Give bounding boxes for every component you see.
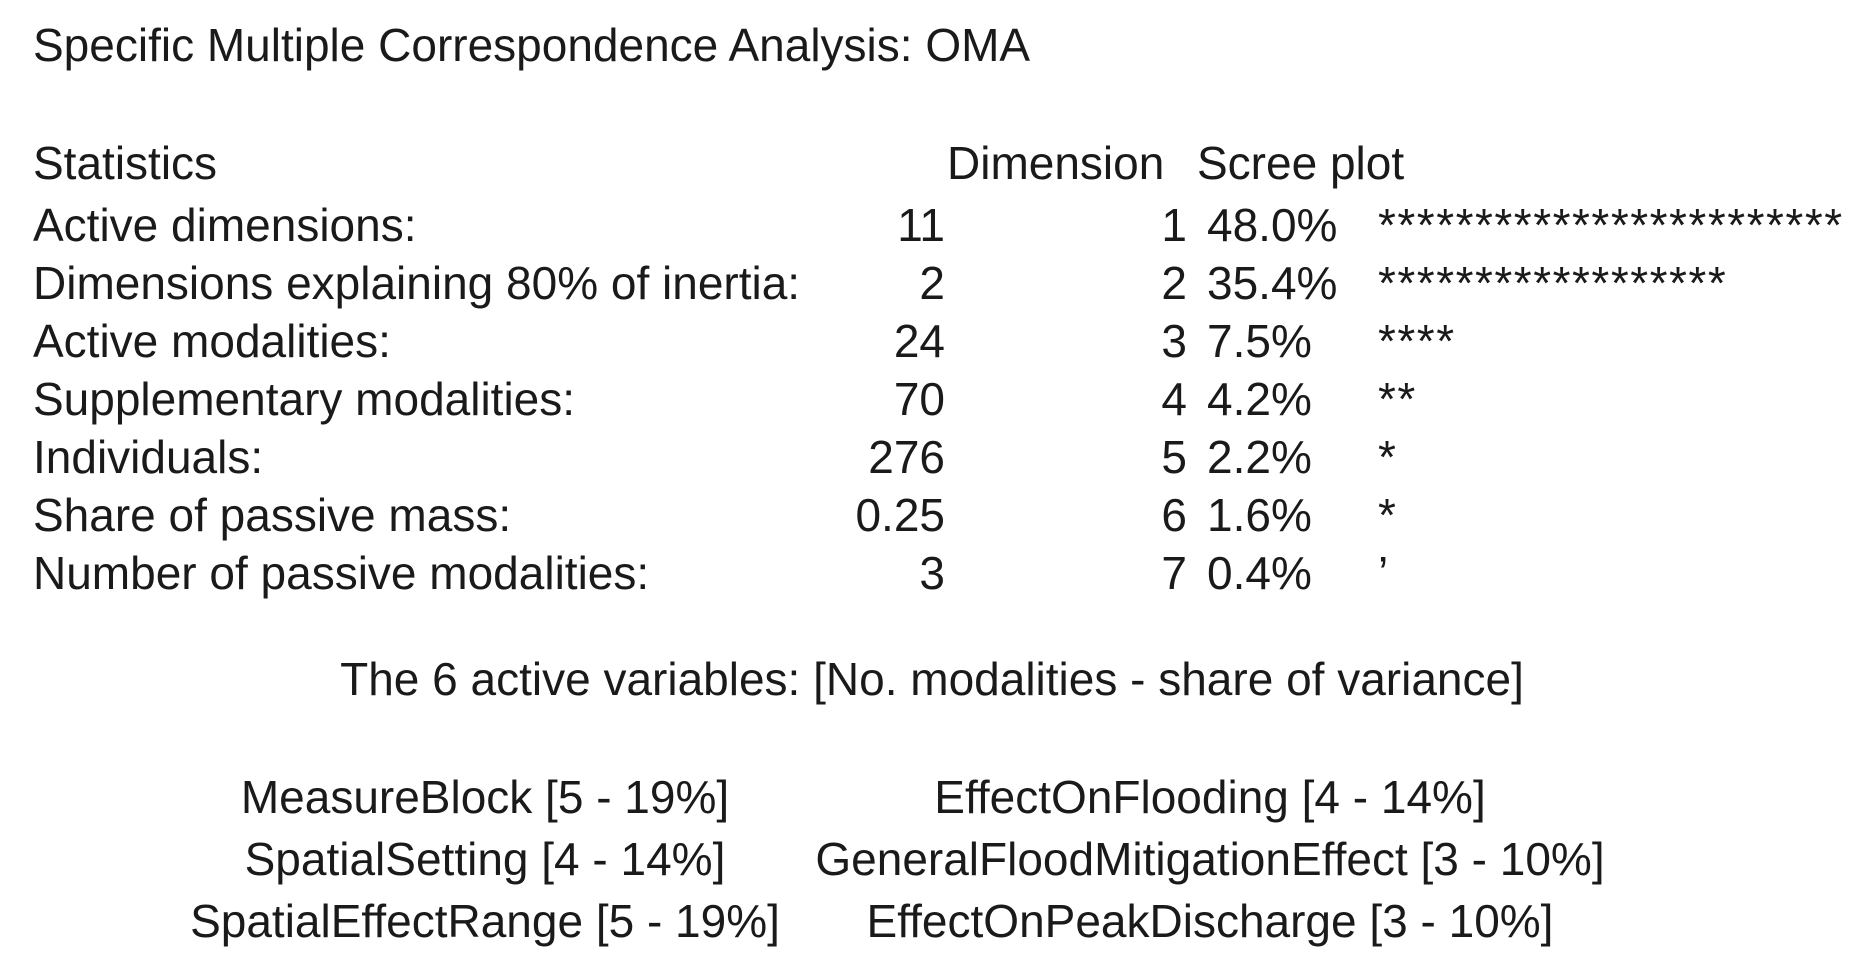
scree-plot-table: 1 48.0% ************************ 2 35.4%… — [1040, 196, 1844, 602]
variable-row: SpatialEffectRange [5 - 19%] EffectOnPea… — [160, 890, 1610, 952]
scree-row: 4 4.2% ** — [1040, 370, 1844, 428]
scree-row: 6 1.6% * — [1040, 486, 1844, 544]
stat-row: Active dimensions: 11 — [33, 196, 945, 254]
variable-row: MeasureBlock [5 - 19%] EffectOnFlooding … — [160, 766, 1610, 828]
active-variables-table: MeasureBlock [5 - 19%] EffectOnFlooding … — [160, 766, 1610, 952]
scree-bar-stars: * — [1378, 489, 1398, 541]
variable-cell: EffectOnFlooding [4 - 14%] — [934, 771, 1486, 823]
stat-label: Dimensions explaining 80% of inertia: — [33, 257, 801, 309]
stat-label: Supplementary modalities: — [33, 373, 576, 425]
scree-row: 2 35.4% ****************** — [1040, 254, 1844, 312]
variable-cell: GeneralFloodMitigationEffect [3 - 10%] — [815, 833, 1605, 885]
dimension-percent: 4.2% — [1207, 373, 1312, 425]
dimension-percent: 1.6% — [1207, 489, 1312, 541]
dimension-percent: 0.4% — [1207, 547, 1312, 599]
stat-row: Supplementary modalities: 70 — [33, 370, 945, 428]
variable-cell: MeasureBlock [5 - 19%] — [240, 771, 730, 823]
stat-row: Number of passive modalities: 3 — [33, 544, 945, 602]
scree-row: 7 0.4% ’ — [1040, 544, 1844, 602]
stat-row: Dimensions explaining 80% of inertia: 2 — [33, 254, 945, 312]
variable-cell: SpatialEffectRange [5 - 19%] — [190, 895, 780, 947]
dimension-number: 7 — [1161, 547, 1187, 599]
scree-row: 5 2.2% * — [1040, 428, 1844, 486]
scree-plot-column-header: Scree plot — [1197, 137, 1405, 189]
scree-bar-stars: ** — [1378, 373, 1417, 425]
stat-row: Active modalities: 24 — [33, 312, 945, 370]
dimension-number: 3 — [1161, 315, 1187, 367]
dimension-column-header: Dimension — [947, 137, 1165, 189]
dimension-percent: 48.0% — [1207, 199, 1338, 251]
variable-row: SpatialSetting [4 - 14%] GeneralFloodMit… — [160, 828, 1610, 890]
stat-value: 24 — [893, 315, 945, 367]
stat-label: Individuals: — [33, 431, 264, 483]
stat-value: 70 — [893, 373, 945, 425]
stat-row: Share of passive mass: 0.25 — [33, 486, 945, 544]
dimension-percent: 35.4% — [1207, 257, 1338, 309]
stat-value: 2 — [919, 257, 945, 309]
stat-value: 276 — [868, 431, 945, 483]
stat-value: 0.25 — [855, 489, 945, 541]
statistics-header: Statistics — [33, 137, 218, 189]
scree-bar-stars: ************************ — [1378, 199, 1844, 251]
stat-label: Active modalities: — [33, 315, 391, 367]
variable-cell: EffectOnPeakDischarge [3 - 10%] — [866, 895, 1554, 947]
scree-bar-stars: **** — [1378, 315, 1456, 367]
stat-label: Active dimensions: — [33, 199, 417, 251]
dimension-percent: 7.5% — [1207, 315, 1312, 367]
dimension-number: 1 — [1161, 199, 1187, 251]
scree-bar-stars: * — [1378, 431, 1398, 483]
stat-value: 11 — [897, 199, 945, 251]
scree-row: 1 48.0% ************************ — [1040, 196, 1844, 254]
scree-row: 3 7.5% **** — [1040, 312, 1844, 370]
dimension-number: 6 — [1161, 489, 1187, 541]
dimension-number: 4 — [1161, 373, 1187, 425]
dimension-number: 5 — [1161, 431, 1187, 483]
variable-cell: SpatialSetting [4 - 14%] — [244, 833, 726, 885]
statistics-table: Active dimensions: 11 Dimensions explain… — [33, 196, 945, 602]
stat-label: Number of passive modalities: — [33, 547, 650, 599]
dimension-percent: 2.2% — [1207, 431, 1312, 483]
stat-row: Individuals: 276 — [33, 428, 945, 486]
stat-value: 3 — [919, 547, 945, 599]
dimension-number: 2 — [1161, 257, 1187, 309]
page-title: Specific Multiple Correspondence Analysi… — [33, 19, 1031, 71]
active-variables-heading: The 6 active variables: [No. modalities … — [340, 653, 1524, 705]
scree-bar-stars: ’ — [1378, 547, 1390, 599]
scree-bar-stars: ****************** — [1378, 257, 1728, 309]
stat-label: Share of passive mass: — [33, 489, 512, 541]
